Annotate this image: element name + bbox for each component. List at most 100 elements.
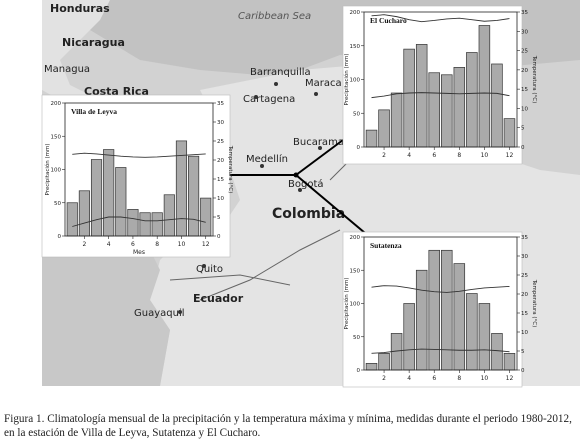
bar: [188, 155, 200, 237]
y2-tick-label: 35: [217, 101, 224, 107]
chart-title: Sutatenza: [370, 241, 402, 250]
bar: [103, 149, 115, 237]
chart-title: Villa de Leyva: [71, 107, 117, 116]
x-tick-label: 6: [131, 241, 135, 248]
y-tick-label: 0: [357, 368, 361, 374]
temperature-line: [371, 14, 510, 23]
bar: [491, 63, 503, 148]
city-dot: [260, 164, 264, 168]
map-label-quito: Quito: [196, 264, 223, 275]
bar: [415, 44, 428, 148]
y2-tick-label: 15: [217, 177, 224, 183]
map-label-ecuador: Ecuador: [193, 292, 244, 305]
temperature-line: [371, 348, 510, 354]
chart-title: El Cucharo: [370, 16, 407, 25]
bar: [453, 66, 466, 148]
y-tick-label: 200: [51, 101, 62, 107]
map-label-cartagena: Cartagena: [243, 94, 295, 105]
bar: [441, 74, 453, 148]
y-tick-label: 200: [350, 235, 361, 241]
chart-villa-de-leyva: 0 50 100 150 200 0 5 10 15 20 25 30 35 2 4 6 8 10 12 Villa …: [41, 94, 233, 258]
bar: [403, 48, 415, 148]
x-tick-label: 12: [506, 152, 514, 159]
bar: [478, 303, 491, 371]
y-tick-label: 0: [357, 145, 361, 151]
y2-tick-label: 15: [521, 87, 528, 93]
y-tick-label: 100: [350, 78, 361, 84]
bar: [365, 129, 378, 148]
x-tick-label: 8: [457, 375, 461, 382]
y2-tick-label: 30: [217, 120, 224, 126]
bar: [503, 353, 516, 371]
bar: [428, 72, 440, 148]
bar: [200, 197, 212, 237]
map-label-bucaramanga: Bucaramanga: [293, 137, 363, 148]
bar: [90, 159, 103, 237]
x-axis-label: Mes: [133, 249, 145, 256]
x-tick-label: 10: [178, 241, 186, 248]
bar: [115, 167, 127, 237]
figure-caption: Figura 1. Climatología mensual de la pre…: [4, 413, 572, 439]
y2-tick-label: 35: [521, 235, 528, 241]
y2-tick-label: 0: [521, 145, 525, 151]
map-label-colombia: Colombia: [272, 206, 345, 222]
y2-tick-label: 35: [521, 10, 528, 16]
bar: [378, 109, 390, 148]
x-tick-label: 2: [382, 152, 386, 159]
temperature-line: [371, 92, 510, 99]
city-dot: [202, 264, 206, 268]
chart-sutatenza: 0 50 100 150 200 0 5 10 15 20 25 30 35 2 4 6 8 10 12 Sutate…: [342, 231, 537, 388]
bar: [139, 212, 151, 237]
city-dot: [318, 146, 322, 150]
city-dot: [274, 82, 278, 86]
bar: [466, 52, 478, 148]
city-dot: [254, 95, 258, 99]
bar: [78, 190, 90, 237]
map-label-guayaquil: Guayaquil: [134, 308, 185, 319]
y-tick-label: 200: [350, 10, 361, 16]
city-dot: [178, 310, 182, 314]
y-tick-label: 50: [353, 111, 360, 117]
city-dot: [298, 188, 302, 192]
x-tick-label: 6: [432, 152, 436, 159]
y2-tick-label: 15: [521, 311, 528, 317]
connector-line: [295, 174, 366, 234]
x-tick-label: 4: [407, 152, 411, 159]
bar: [428, 249, 440, 371]
bar: [415, 269, 428, 371]
bar: [127, 209, 139, 237]
bar: [441, 249, 453, 371]
border-line: [169, 274, 291, 286]
y-axis-label: Precipitación (mm): [343, 277, 350, 329]
y-axis-label: Precipitación (mm): [343, 53, 350, 105]
temperature-line: [371, 285, 510, 293]
x-tick-label: 10: [481, 375, 489, 382]
bar: [503, 118, 516, 148]
bar: [390, 92, 403, 148]
x-tick-label: 2: [82, 241, 86, 248]
y2-tick-label: 25: [521, 273, 528, 279]
bar: [66, 202, 78, 237]
y-axis-label: Precipitación (mm): [44, 143, 51, 195]
connector-line: [295, 139, 344, 176]
y2-tick-label: 20: [521, 292, 528, 298]
y2-tick-label: 5: [521, 349, 525, 355]
y-tick-label: 50: [54, 201, 61, 207]
border-line: [199, 229, 341, 301]
y2-tick-label: 5: [521, 126, 525, 132]
chart-el-cucharo: 0 50 100 150 200 0 5 10 15 20 25 30 35 2 4 6 8 10 12 El Cuc…: [342, 5, 537, 165]
map-label-honduras: Honduras: [50, 2, 110, 15]
y2-tick-label: 10: [521, 330, 528, 336]
y-tick-label: 150: [350, 44, 361, 50]
y2-tick-label: 25: [521, 49, 528, 55]
y2-tick-label: 0: [521, 368, 525, 374]
y-tick-label: 0: [58, 234, 62, 240]
x-tick-label: 10: [481, 152, 489, 159]
map-label-barranquilla: Barranquilla: [250, 67, 311, 78]
x-tick-label: 8: [155, 241, 159, 248]
x-tick-label: 2: [382, 375, 386, 382]
y-tick-label: 50: [353, 335, 360, 341]
map-label-nicaragua: Nicaragua: [62, 36, 125, 49]
y2-tick-label: 25: [217, 139, 224, 145]
